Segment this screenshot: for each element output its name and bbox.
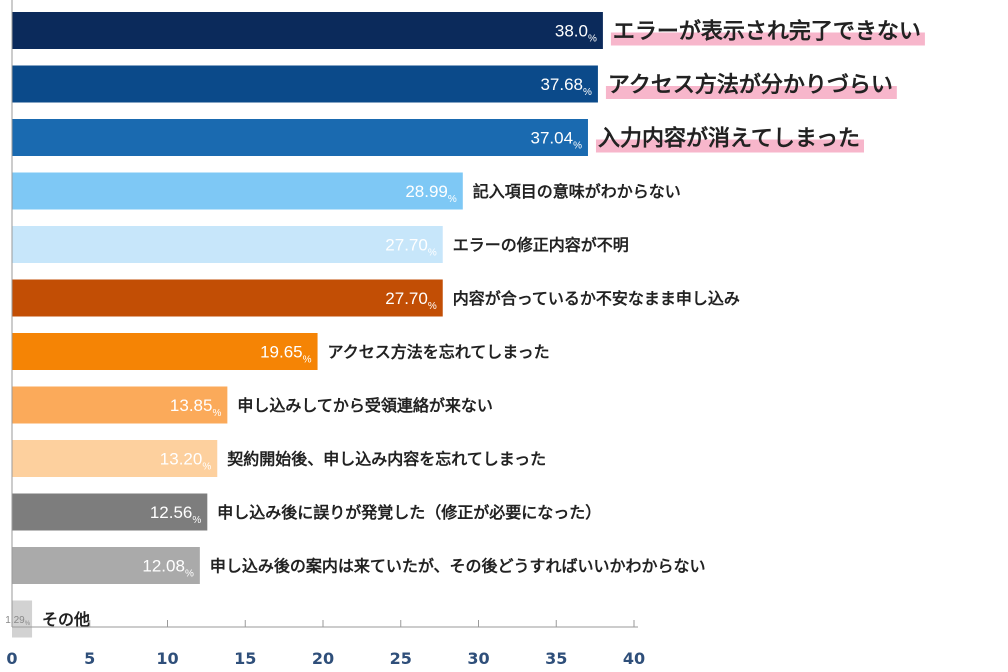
- label-highlight: [595, 139, 865, 153]
- category-label: エラーが表示され完了できない: [613, 18, 921, 44]
- bar: [12, 386, 228, 424]
- bar: [12, 440, 218, 477]
- category-label: アクセス方法が分かりづらい: [608, 72, 893, 98]
- x-tick-label: 5: [84, 649, 95, 668]
- value-label: 13.20%: [160, 450, 212, 473]
- x-tick-label: 30: [467, 649, 489, 668]
- label-highlight: [605, 86, 897, 99]
- value-label: 37.04%: [531, 129, 583, 152]
- bar: [12, 600, 33, 638]
- category-label: 申し込み後に誤りが発覚した（修正が必要になった）: [217, 503, 601, 522]
- bar: [12, 547, 200, 584]
- x-tick-label: 35: [545, 649, 567, 668]
- bar: [12, 279, 443, 317]
- label-highlight: [610, 32, 925, 46]
- category-label: アクセス方法を忘れてしまった: [328, 342, 550, 361]
- value-label: 12.56%: [150, 503, 202, 526]
- bar: [12, 226, 443, 263]
- value-label: 19.65%: [260, 343, 312, 366]
- value-label: 12.08%: [142, 557, 194, 580]
- category-label: 申し込みしてから受領連絡が来ない: [237, 396, 493, 415]
- category-label: エラーの修正内容が不明: [453, 235, 629, 254]
- value-label: 27.70%: [385, 236, 437, 259]
- category-label: その他: [42, 610, 90, 629]
- x-tick-label: 0: [6, 649, 17, 668]
- bar: [12, 493, 208, 531]
- bar: [12, 12, 603, 49]
- category-label: 入力内容が消えてしまった: [598, 125, 860, 151]
- x-tick-label: 10: [156, 649, 178, 668]
- x-tick-label: 20: [312, 649, 334, 668]
- value-label: 27.70%: [385, 289, 437, 312]
- category-label: 記入項目の意味がわからない: [473, 182, 681, 201]
- category-label: 契約開始後、申し込み内容を忘れてしまった: [226, 449, 546, 468]
- value-label: 28.99%: [405, 182, 457, 205]
- x-tick-label: 15: [234, 649, 256, 668]
- x-tick-label: 40: [623, 649, 645, 668]
- value-label: 13.85%: [170, 396, 222, 419]
- bar: [12, 333, 318, 370]
- value-label: 37.68%: [540, 75, 592, 98]
- category-label: 申し込み後の案内は来ていたが、その後どうすればいいかわからない: [210, 556, 706, 575]
- bar: [12, 65, 598, 103]
- bar: [12, 119, 588, 156]
- value-label: 38.0%: [555, 22, 597, 45]
- category-label: 内容が合っているか不安なまま申し込み: [453, 289, 740, 308]
- x-tick-label: 25: [390, 649, 412, 668]
- bar: [12, 172, 463, 210]
